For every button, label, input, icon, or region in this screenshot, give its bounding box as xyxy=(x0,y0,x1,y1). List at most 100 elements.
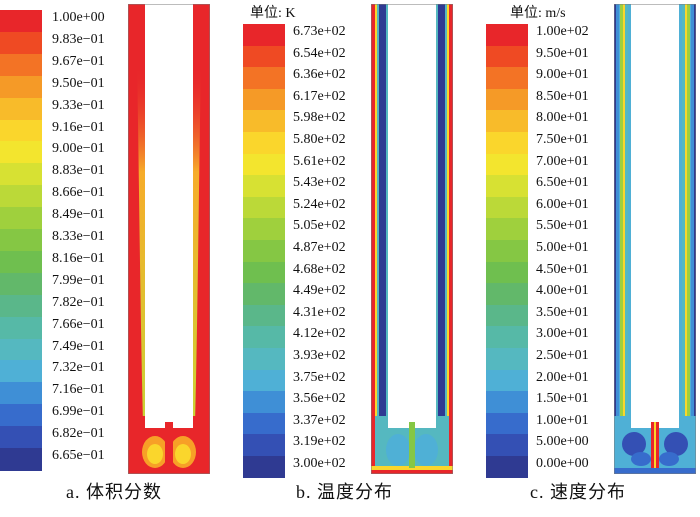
colorbar-tick-label: 4.68e+02 xyxy=(293,261,346,277)
colorbar-tick-label: 8.83e−01 xyxy=(52,163,105,179)
colorbar-swatch xyxy=(0,53,42,77)
unit-label-temperature: 单位: K xyxy=(250,6,296,21)
colorbar-tick-label: 6.17e+02 xyxy=(293,88,346,104)
colorbar-swatch xyxy=(486,261,528,284)
colorbar-swatch xyxy=(0,229,42,252)
colorbar-swatch xyxy=(0,185,42,208)
colorbar-tick-label: 1.00e+02 xyxy=(536,24,589,39)
colorbar-tick-label: 8.00e+01 xyxy=(536,110,589,126)
colorbar-tick-label: 9.16e−01 xyxy=(52,119,105,135)
colorbar-swatch xyxy=(0,404,42,427)
colorbar-swatch xyxy=(0,360,42,383)
colorbar-tick-label: 8.66e−01 xyxy=(52,185,105,201)
caption-velocity: c. 速度分布 xyxy=(530,482,626,502)
colorbar-swatch xyxy=(243,283,285,306)
colorbar-tick-label: 3.37e+02 xyxy=(293,412,346,428)
colorbar-tick-label: 4.50e+01 xyxy=(536,261,589,277)
colorbar-swatch xyxy=(486,218,528,241)
colorbar-swatch xyxy=(486,456,528,479)
colorbar-swatch xyxy=(486,88,528,111)
colorbar-swatch xyxy=(0,75,42,99)
colorbar-tick-label: 5.50e+01 xyxy=(536,218,589,234)
colorbar-swatch xyxy=(486,391,528,414)
colorbar-tick-label: 4.49e+02 xyxy=(293,283,346,299)
colorbar-swatch xyxy=(486,153,528,176)
colorbar-tick-label: 6.73e+02 xyxy=(293,24,346,39)
colorbar-tick-label: 7.49e−01 xyxy=(52,338,105,354)
colorbar-swatch xyxy=(486,412,528,435)
colorbar-swatch xyxy=(0,141,42,164)
colorbar-swatch xyxy=(243,348,285,371)
colorbar-swatch xyxy=(0,119,42,142)
colorbar-swatch xyxy=(243,45,285,68)
colorbar-swatch xyxy=(486,369,528,392)
colorbar-swatch xyxy=(243,326,285,349)
colorbar-tick-label: 3.50e+01 xyxy=(536,304,589,320)
colorbar-tick-label: 7.66e−01 xyxy=(52,316,105,332)
colorbar-swatch xyxy=(243,88,285,111)
colorbar-swatch xyxy=(243,24,285,47)
colorbar-swatch xyxy=(486,326,528,349)
colorbar-swatch xyxy=(243,153,285,176)
colorbar-tick-label: 5.05e+02 xyxy=(293,218,346,234)
colorbar-tick-label: 9.50e−01 xyxy=(52,75,105,91)
colorbar-tick-label: 9.33e−01 xyxy=(52,97,105,113)
colorbar-swatch xyxy=(0,97,42,121)
tube-volume-fraction xyxy=(128,4,210,474)
colorbar-swatch xyxy=(243,412,285,435)
colorbar-swatch xyxy=(486,196,528,219)
colorbar-tick-label: 4.00e+01 xyxy=(536,283,589,299)
colorbar-tick-label: 7.82e−01 xyxy=(52,294,105,310)
colorbar-tick-label: 8.16e−01 xyxy=(52,250,105,266)
colorbar-tick-label: 7.99e−01 xyxy=(52,272,105,288)
colorbar-tick-label: 6.36e+02 xyxy=(293,67,346,83)
colorbar-swatch xyxy=(486,283,528,306)
colorbar-tick-label: 5.24e+02 xyxy=(293,196,346,212)
colorbar-tick-label: 1.00e+00 xyxy=(52,10,105,25)
colorbar-swatch xyxy=(486,67,528,90)
colorbar-velocity: 1.00e+02 9.50e+01 9.00e+01 8.50e+01 8.00e+01… xyxy=(486,10,626,479)
colorbar-swatch xyxy=(0,207,42,230)
colorbar-swatch xyxy=(486,45,528,68)
colorbar-swatch xyxy=(243,304,285,327)
colorbar-swatch xyxy=(0,31,42,55)
colorbar-tick-label: 4.87e+02 xyxy=(293,240,346,255)
colorbar-swatch xyxy=(243,132,285,155)
colorbar-swatch xyxy=(486,240,528,263)
caption-volume-fraction: a. 体积分数 xyxy=(66,482,162,502)
colorbar-tick-label: 1.00e+01 xyxy=(536,412,589,428)
colorbar-tick-label: 3.00e+02 xyxy=(293,456,346,471)
colorbar-swatch xyxy=(0,250,42,274)
colorbar-tick-label: 7.50e+01 xyxy=(536,132,589,147)
colorbar-swatch xyxy=(0,316,42,340)
colorbar-tick-label: 1.50e+01 xyxy=(536,391,589,407)
colorbar-tick-label: 5.61e+02 xyxy=(293,153,346,169)
colorbar-tick-label: 5.00e+00 xyxy=(536,434,589,450)
colorbar-tick-label: 7.00e+01 xyxy=(536,153,589,169)
colorbar-swatch xyxy=(243,240,285,263)
unit-label-velocity: 单位: m/s xyxy=(510,6,566,21)
colorbar-swatch xyxy=(486,110,528,133)
caption-temperature: b. 温度分布 xyxy=(296,482,393,502)
colorbar-swatch xyxy=(243,67,285,90)
colorbar-swatch xyxy=(0,272,42,296)
colorbar-swatch xyxy=(243,218,285,241)
colorbar-tick-label: 9.83e−01 xyxy=(52,31,105,47)
colorbar-tick-label: 8.50e+01 xyxy=(536,88,589,104)
colorbar-tick-label: 6.54e+02 xyxy=(293,45,346,61)
colorbar-tick-label: 3.93e+02 xyxy=(293,348,346,363)
colorbar-swatch xyxy=(243,110,285,133)
colorbar-tick-label: 3.56e+02 xyxy=(293,391,346,407)
colorbar-swatch xyxy=(0,294,42,318)
colorbar-tick-label: 7.32e−01 xyxy=(52,360,105,376)
colorbar-swatch xyxy=(486,304,528,327)
colorbar-tick-label: 5.98e+02 xyxy=(293,110,346,126)
colorbar-tick-label: 9.67e−01 xyxy=(52,53,105,69)
colorbar-tick-label: 6.99e−01 xyxy=(52,404,105,420)
colorbar-tick-label: 9.50e+01 xyxy=(536,45,589,61)
colorbar-tick-label: 6.50e+01 xyxy=(536,175,589,191)
colorbar-swatch xyxy=(243,456,285,479)
colorbar-tick-label: 7.16e−01 xyxy=(52,382,105,398)
colorbar-tick-label: 3.75e+02 xyxy=(293,369,346,385)
